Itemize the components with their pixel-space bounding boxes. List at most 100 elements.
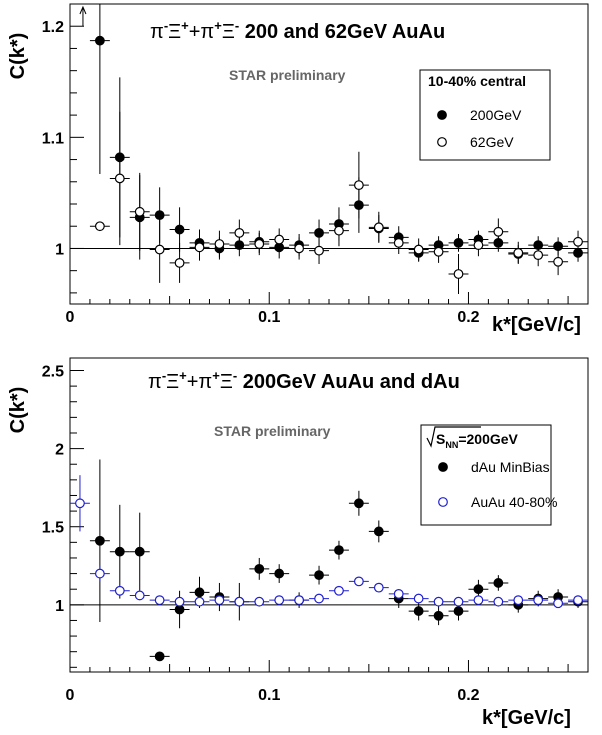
- y-tick-label: 2.5: [42, 363, 64, 380]
- data-point: [548, 598, 569, 609]
- marker: [194, 242, 205, 253]
- data-point: [468, 234, 489, 257]
- x-axis-label: k*[GeV/c]: [482, 707, 571, 729]
- marker: [353, 498, 364, 509]
- marker: [453, 606, 464, 616]
- y-tick-label: 1: [55, 598, 64, 615]
- title-part: +: [181, 18, 189, 33]
- x-tick-label: 0.2: [457, 309, 479, 326]
- data-point: [468, 595, 489, 606]
- data-point: [548, 248, 569, 276]
- marker: [94, 535, 105, 546]
- title-part: 200 and 62GeV AuAu: [239, 21, 445, 43]
- title-part: Ξ: [220, 371, 233, 393]
- data-point: [448, 234, 469, 252]
- marker: [214, 239, 225, 249]
- data-point: [568, 595, 588, 606]
- data-point: [169, 242, 190, 283]
- data-point: [448, 254, 469, 294]
- marker: [114, 546, 125, 557]
- marker: [114, 173, 125, 184]
- marker: [294, 243, 305, 254]
- title-part: -: [235, 18, 239, 33]
- marker: [373, 582, 384, 593]
- title-part: Ξ: [168, 21, 181, 43]
- marker: [533, 250, 544, 261]
- legend: 10-40% central 200GeV 62GeV: [419, 69, 551, 161]
- title-part: +: [179, 368, 187, 383]
- legend-marker: [437, 137, 447, 147]
- data-point: [488, 218, 509, 246]
- marker: [433, 246, 444, 257]
- legend-label: AuAu 40-80%: [471, 494, 557, 510]
- sqrt-icon: [426, 426, 481, 448]
- data-point: [269, 564, 290, 583]
- title-part: -: [162, 368, 166, 383]
- marker: [393, 237, 404, 248]
- marker: [274, 595, 285, 606]
- data-point: [428, 240, 449, 263]
- data-point: [189, 596, 210, 607]
- data-point: [129, 172, 150, 251]
- marker: [453, 237, 464, 248]
- data-point: [109, 504, 130, 599]
- marker: [234, 596, 245, 607]
- data-point: [329, 540, 349, 560]
- data-point: [488, 596, 509, 607]
- marker: [493, 578, 504, 588]
- data-point: [149, 216, 170, 283]
- marker: [114, 585, 125, 596]
- legend-marker: [438, 497, 448, 507]
- data-point: [508, 241, 529, 264]
- data-point: [388, 231, 409, 254]
- data-point: [348, 151, 369, 219]
- data-point: [129, 590, 150, 601]
- data-point: [289, 595, 310, 606]
- data-point: [448, 596, 469, 607]
- data-point: [508, 595, 529, 606]
- marker: [314, 593, 324, 604]
- legend-marker: [438, 462, 448, 472]
- marker: [194, 587, 205, 598]
- legend-title-part: NN: [445, 440, 458, 450]
- data-point: [169, 596, 190, 607]
- data-point: [428, 596, 449, 607]
- data-point: [89, 459, 110, 623]
- legend-label: 200GeV: [470, 107, 522, 123]
- panel-2: 0 0.1 0.211.522.5k*[GeV/c]C(k*)π-Ξ++π+Ξ- 2…: [7, 357, 589, 729]
- series-2: [89, 111, 588, 294]
- legend-label: 62GeV: [470, 134, 514, 150]
- marker: [413, 593, 424, 604]
- data-point: [309, 237, 329, 264]
- marker: [254, 596, 265, 607]
- data-point: [229, 219, 250, 247]
- data-point: [329, 215, 349, 247]
- marker: [294, 595, 305, 606]
- legend-box: [420, 424, 552, 526]
- title-part: +: [212, 368, 220, 383]
- data-point: [109, 111, 130, 246]
- data-point: [348, 490, 369, 516]
- x-tick-label: 0.1: [258, 687, 280, 704]
- marker: [234, 227, 245, 238]
- data-point: [528, 244, 549, 267]
- data-point: [528, 595, 549, 606]
- data-point: [89, 565, 110, 582]
- marker: [334, 585, 344, 596]
- marker: [334, 225, 344, 236]
- data-point: [289, 237, 310, 260]
- y-tick-label: 1.5: [42, 520, 64, 537]
- marker: [174, 257, 185, 268]
- marker: [154, 244, 165, 255]
- marker: [553, 256, 564, 267]
- marker: [314, 570, 324, 581]
- title-part: -: [233, 368, 237, 383]
- marker: [94, 568, 105, 579]
- title-part: π: [148, 371, 162, 393]
- marker: [453, 269, 464, 279]
- marker: [94, 221, 105, 232]
- data-point: [309, 219, 329, 247]
- series-2: [70, 475, 588, 609]
- marker: [493, 596, 504, 607]
